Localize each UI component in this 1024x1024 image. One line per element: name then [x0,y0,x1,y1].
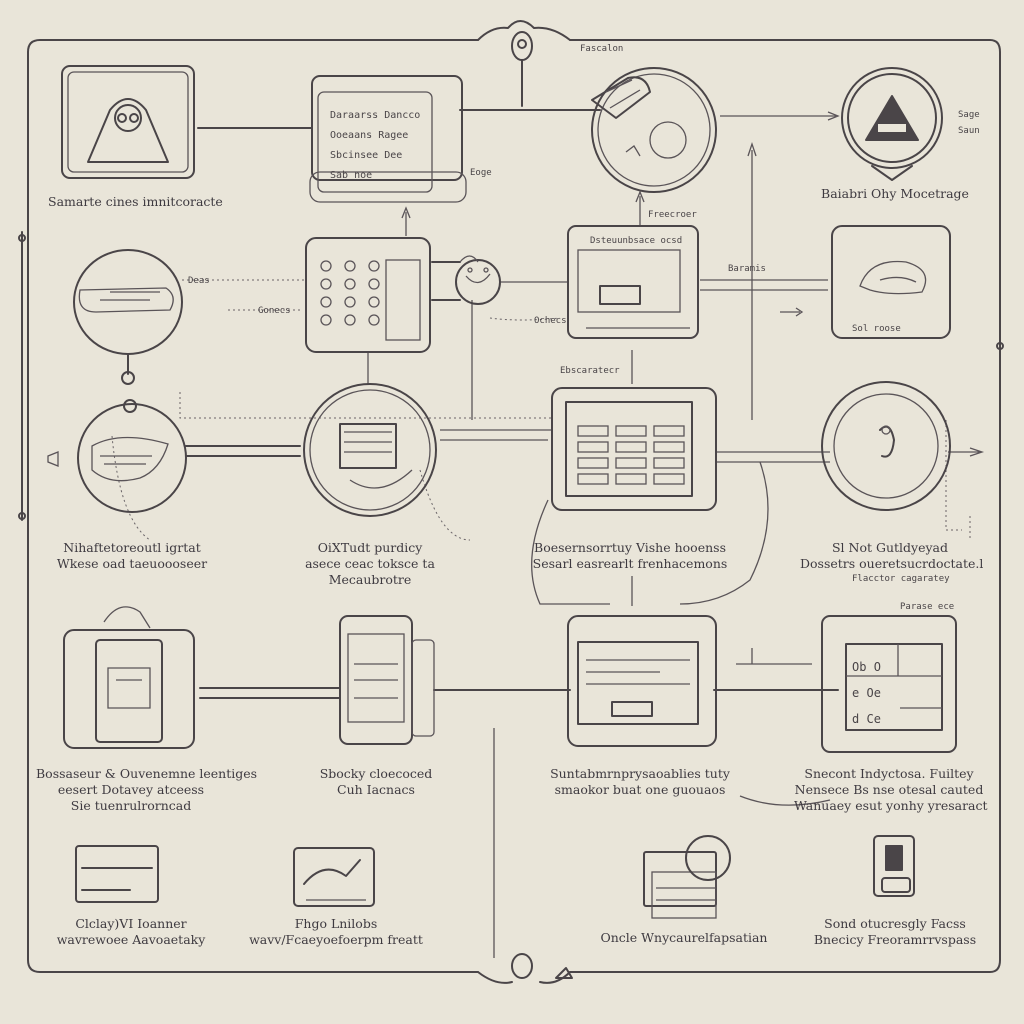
node-6-button-device [305,237,431,353]
node-5-bubble-hand [73,249,183,385]
table-cell [653,457,685,469]
knob-icon [368,314,380,326]
node-13-caption: Bossaseur & Ouvenemne leentiges eesert D… [36,766,258,813]
table-cell [615,425,647,437]
bottom-loop-icon [493,728,573,979]
node-8-bottom-tag: Sol roose [852,324,901,334]
knob-icon [320,278,332,290]
table-cell [577,473,609,485]
knob-icon [368,260,380,272]
node-3-hand-clock [591,67,717,193]
knob-icon [320,296,332,308]
node-11-top-tag: Ebscaratecr [560,366,620,376]
node-4-side-tag-a: Sage [958,110,980,120]
node-9-caption: Nihaftetoreoutl igrtat Wkese oad taeuooo… [56,540,208,571]
right-rail [996,342,1004,561]
node-20-caption: Sond otucresgly Facss Bnecicy Freoramrrv… [813,916,977,947]
table-cell [577,425,609,437]
outer-frame [27,20,1001,984]
knob-icon [368,278,380,290]
table-cell [577,457,609,469]
knob-icon [344,260,356,272]
table-cell [653,473,685,485]
knob-icon [344,278,356,290]
node-11-table-panel [551,387,717,511]
top-hook-icon [511,31,533,107]
node-16-panel-text: Ob O e Oe d Ce [852,660,881,726]
node-7-window-panel [567,225,699,339]
node-8-side-tag: Baramis [728,264,766,274]
node-4-side-tag-b: Saun [958,126,980,136]
table-cell [615,457,647,469]
node-19-envelope-stack [643,835,731,919]
node-11-caption: Boesernsorrtuy Vishe hooenss Sesarl easr… [532,540,728,571]
knob-icon [344,296,356,308]
node-4-warning-badge [841,67,943,181]
node-18-folder-hand [293,847,375,907]
node-16-control-panel [821,615,957,753]
node-1-caption: Samarte cines imnitcoracte [48,194,223,209]
node-17-card [75,845,159,903]
node-7-top-tag: Freecroer [648,210,697,220]
node-15-browser-panel [567,615,717,747]
table-cell [653,425,685,437]
knob-icon [344,314,356,326]
table-cell [615,441,647,453]
node-16-caption: Snecont Indyctosa. Fuiltey Nensece Bs ns… [794,766,988,813]
node-10-screen-circle [303,383,437,517]
node-15-caption: Suntabmrnprysaoablies tuty smaokor buat … [550,766,730,797]
node-12-sub-tag: Flacctor cagaratey [852,574,950,584]
node-12-caption: Sl Not Gutldyeyad Dossetrs oueretsucrdoc… [800,540,984,571]
node-14-phone [339,615,435,745]
node-9-hand-circle [47,399,187,513]
small-character-icon [455,255,501,305]
top-tag: Fascalon [580,44,624,54]
node-2-text-panel [309,75,467,203]
left-rail [18,231,26,521]
node-20-tag-badge [873,835,915,897]
node-18-caption: Fhgo Lnilobs wavv/Fcaeyoefoerpm freatt [249,916,423,947]
node-7-header: Dsteuunbsace ocsd [590,236,683,246]
node-2-side-tag: Eoge [470,168,492,178]
table-cell [577,441,609,453]
knob-icon [320,260,332,272]
node-10-caption: OiXTudt purdicy asece ceac toksce ta Mec… [305,540,435,587]
node-14-caption: Sbocky cloecoced Cuh Iacnacs [319,766,433,797]
node-19-caption: Oncle Wnycaurelfapsatian [600,930,768,945]
node-17-caption: Clclay)VI Ioanner wavrewoee Aavoaetaky [56,916,206,947]
connectors [111,109,985,806]
node-6-side-tag: Gonecs [258,306,291,316]
knob-icon [368,296,380,308]
node-1-portrait-box [61,65,195,179]
knob-icon [320,314,332,326]
node-16-top-tag: Parase ece [900,602,955,612]
node-6-knobs [320,260,380,326]
node-13-framed-picture [63,606,195,749]
node-7-side-tag: Ochecs [534,316,567,326]
node-8-note-card [831,225,951,339]
node-4-caption: Baiabri Ohy Mocetrage [821,186,969,201]
node-12-gauge-dial [821,381,951,511]
node-5-side-tag: Deas [188,276,210,286]
table-cell [653,441,685,453]
node-11-table-cells [577,425,685,485]
table-cell [615,473,647,485]
node-2-panel-text: Daraarss Dancco Ooeaans Ragee Sbcinsee D… [330,110,421,181]
